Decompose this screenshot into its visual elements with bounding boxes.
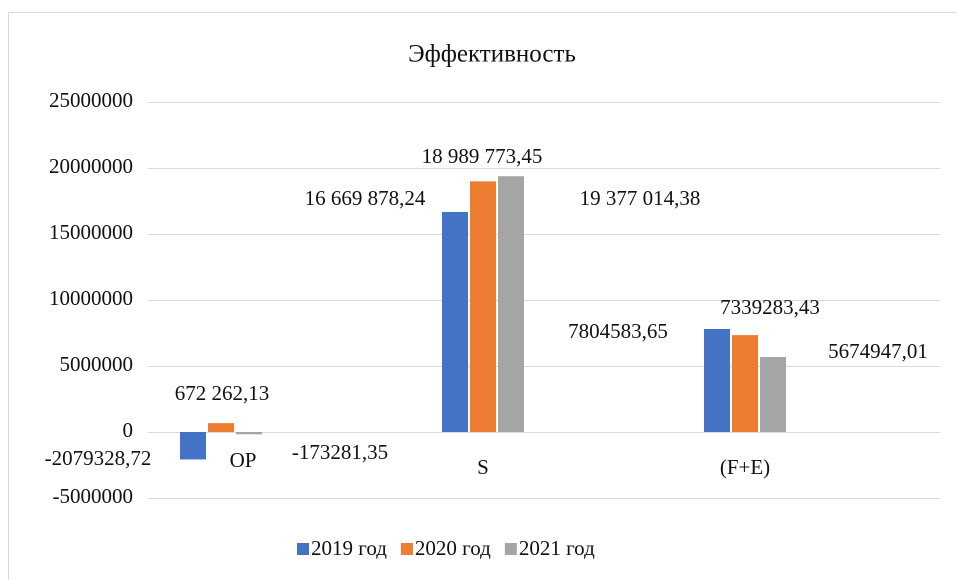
y-tick-label: 15000000 — [49, 220, 133, 244]
legend-label: 2020 год — [415, 536, 491, 560]
y-tick-label: 10000000 — [49, 286, 133, 310]
data-label: -2079328,72 — [45, 446, 152, 470]
data-label: 7339283,43 — [720, 295, 820, 319]
legend-label: 2019 год — [311, 536, 387, 560]
x-tick-label: (F+E) — [720, 455, 770, 479]
bar — [704, 328, 730, 432]
legend-swatch — [400, 543, 413, 555]
data-label: 18 989 773,45 — [422, 144, 543, 168]
legend-swatch — [297, 543, 309, 555]
bar — [760, 357, 786, 432]
y-tick-label: 5000000 — [60, 352, 134, 376]
y-tick-label: 25000000 — [49, 88, 133, 112]
bar — [470, 181, 496, 432]
x-tick-label: S — [477, 455, 489, 479]
data-label: 5674947,01 — [828, 339, 928, 363]
chart-title: Эффективность — [408, 41, 576, 68]
y-tick-label: 0 — [123, 418, 134, 442]
bar — [208, 423, 234, 432]
bar — [498, 176, 524, 432]
bar — [180, 432, 206, 460]
legend-label: 2021 год — [519, 536, 595, 560]
y-tick-label: -5000000 — [53, 484, 134, 508]
bar — [732, 335, 758, 432]
data-label: 16 669 878,24 — [305, 186, 426, 210]
legend-swatch — [504, 543, 517, 555]
data-label: 7804583,65 — [568, 319, 668, 343]
x-tick-label: OP — [230, 448, 257, 472]
bar — [236, 432, 262, 435]
y-tick-label: 20000000 — [49, 154, 133, 178]
data-label: 19 377 014,38 — [580, 186, 701, 210]
bar — [442, 211, 468, 432]
data-label: -173281,35 — [292, 440, 388, 464]
data-label: 672 262,13 — [175, 381, 270, 405]
